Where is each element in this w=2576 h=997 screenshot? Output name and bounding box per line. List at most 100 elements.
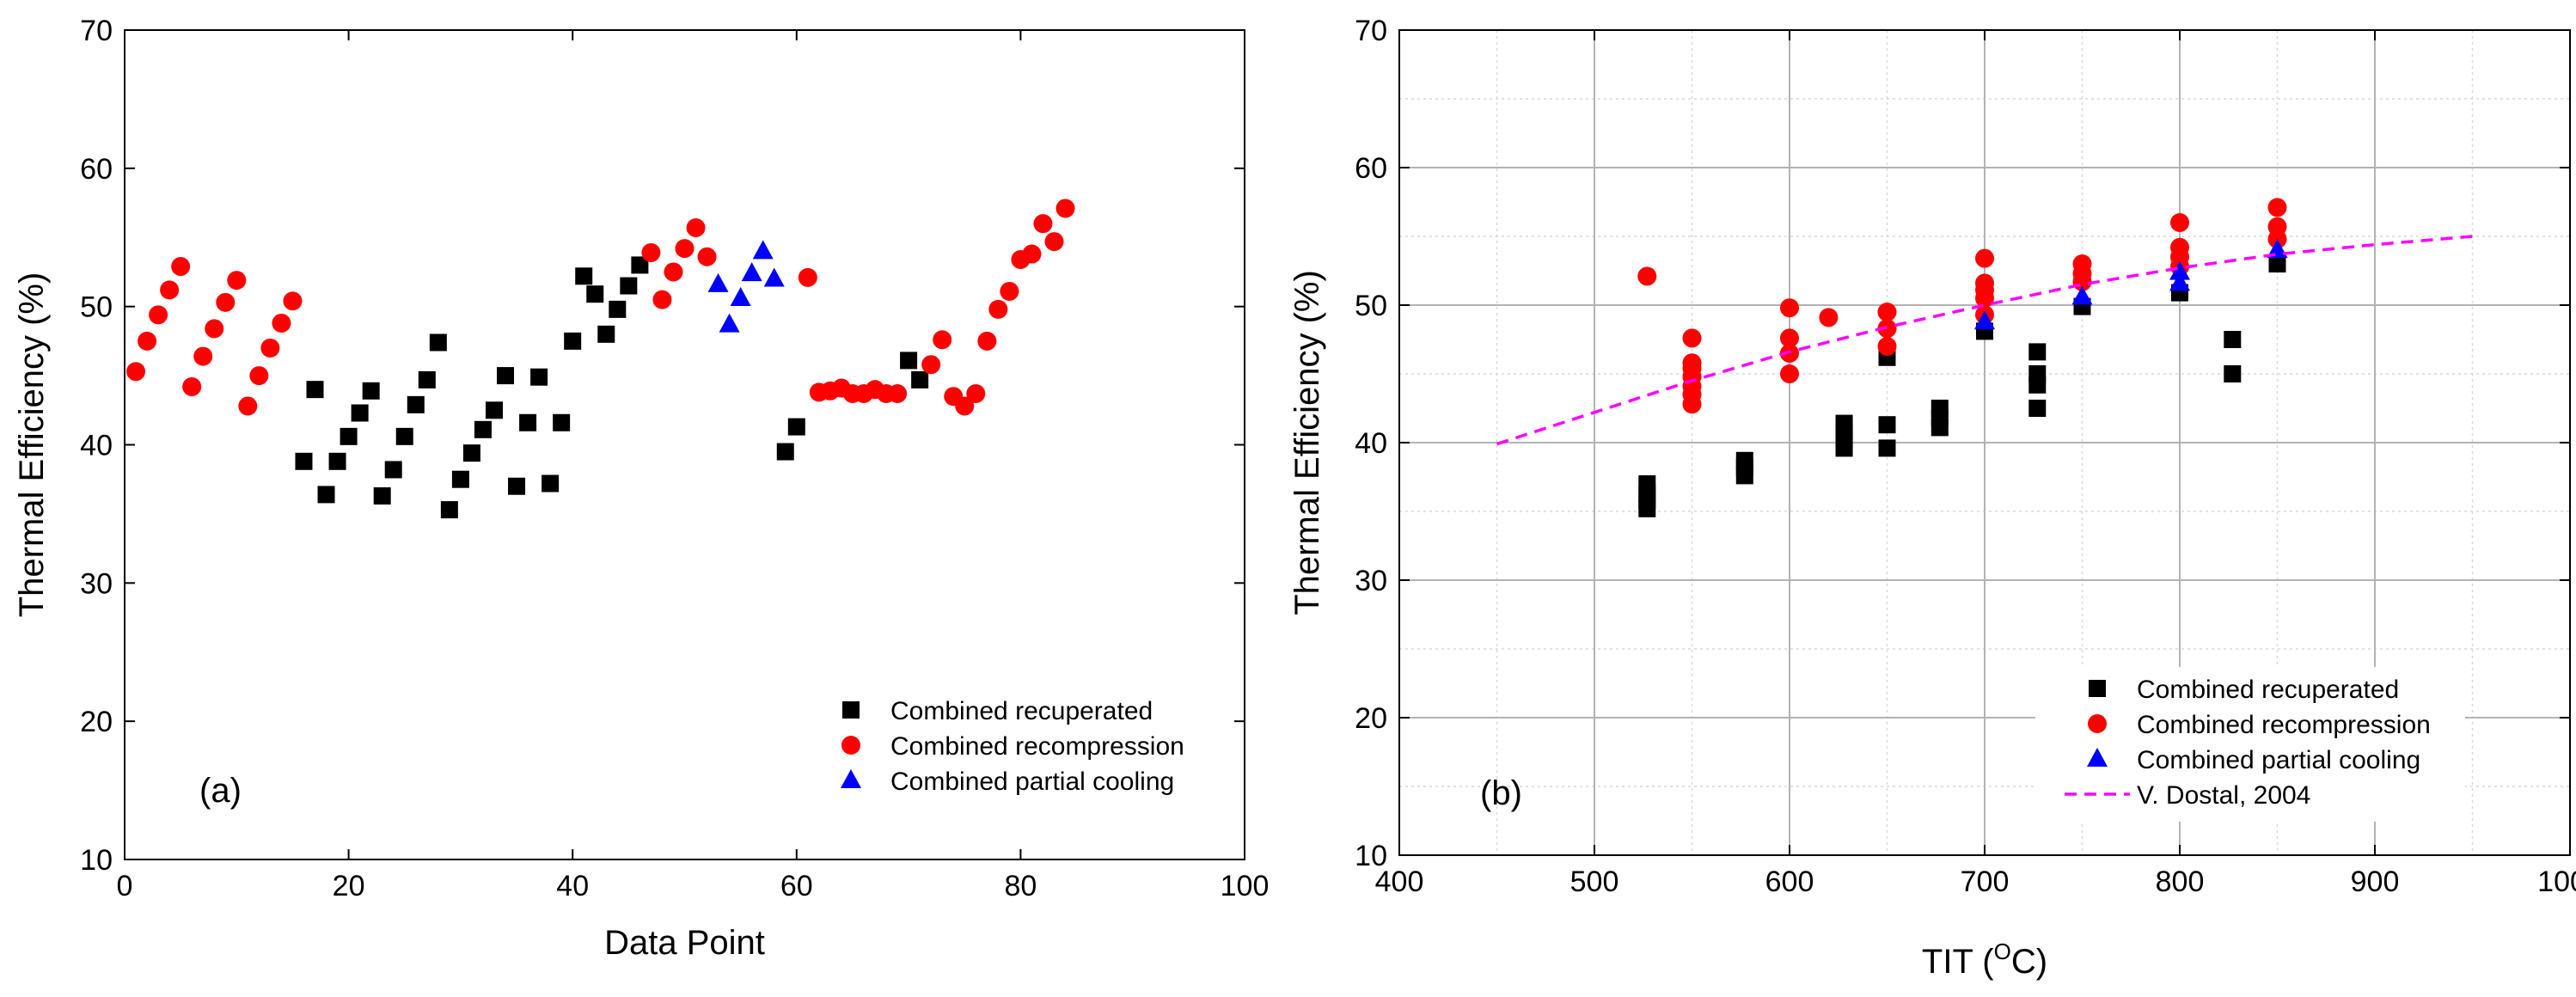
circle-data-point [955, 396, 975, 416]
legend-square-swatch [2089, 680, 2106, 697]
legend-entry-label: Combined recuperated [890, 697, 1153, 725]
square-data-point [351, 404, 369, 422]
square-data-point [395, 427, 413, 445]
panel-a-label: (a) [199, 772, 242, 810]
panel-b-chart: 400 500 600 700 800 900 1000 10 20 30 40 50 60 70 TIT… [1288, 15, 2576, 981]
circle-data-point [1682, 353, 1702, 373]
x-tick-label: 800 [2156, 865, 2205, 898]
triangle-data-point [719, 313, 740, 333]
circle-data-point [652, 290, 672, 309]
circle-data-point [205, 319, 224, 339]
legend-entry-label: Combined partial cooling [890, 768, 1174, 796]
square-data-point [407, 395, 425, 413]
square-data-point [776, 443, 794, 461]
square-data-point [2268, 255, 2286, 272]
circle-data-point [675, 239, 694, 259]
x-tick-label: 600 [1765, 865, 1814, 898]
square-data-point [295, 452, 313, 470]
x-tick-label: 40 [556, 870, 589, 902]
square-data-point [429, 333, 447, 352]
panel-b-series [1496, 198, 2473, 517]
square-data-point [609, 300, 627, 318]
square-data-point [553, 413, 571, 431]
circle-data-point [171, 257, 191, 277]
circle-data-point [272, 313, 291, 333]
circle-data-point [921, 355, 941, 375]
x-tick-label: 80 [1004, 870, 1037, 902]
square-data-point [340, 427, 358, 445]
y-tick-label: 60 [1355, 152, 1387, 185]
circle-data-point [2170, 237, 2189, 257]
square-data-point [1638, 475, 1656, 492]
circle-data-point [238, 396, 258, 416]
y-tick-label: 50 [1355, 290, 1387, 322]
circle-data-point [2072, 254, 2092, 273]
panel-b-legend-background [2035, 667, 2465, 822]
square-data-point [451, 470, 469, 488]
y-tick-label: 50 [80, 291, 113, 324]
square-data-point [497, 367, 515, 385]
y-tick-label: 40 [1355, 427, 1387, 460]
circle-data-point [160, 280, 180, 300]
circle-data-point [260, 338, 280, 358]
panel-a-legend: Combined recuperated Combined recompressi… [841, 697, 1184, 796]
x-tick-label: 0 [117, 870, 133, 902]
circle-data-point [1780, 328, 1799, 348]
circle-data-point [1022, 244, 1042, 264]
circle-data-point [1780, 298, 1799, 318]
y-tick-label: 70 [1355, 15, 1387, 47]
circle-data-point [966, 383, 986, 403]
panel-a-chart: 0 20 40 60 80 100 10 20 30 40 50 60 70 Data Point Th… [13, 15, 1269, 962]
legend-entry-label: Combined recompression [890, 732, 1184, 761]
square-data-point [519, 413, 537, 431]
square-data-point [384, 461, 402, 479]
y-tick-label: 20 [1355, 702, 1387, 735]
square-data-point [575, 267, 593, 285]
x-tick-label: 100 [1221, 870, 1270, 902]
square-data-point [1835, 414, 1853, 432]
square-data-point [317, 486, 335, 504]
square-data-point [306, 381, 324, 399]
y-tick-label: 10 [1355, 840, 1387, 872]
square-data-point [2028, 400, 2047, 417]
y-tick-label: 10 [80, 844, 113, 877]
x-tick-label: 900 [2351, 865, 2400, 898]
dostal-curve-line [1496, 235, 2473, 446]
square-data-point [474, 420, 492, 438]
circle-data-point [193, 346, 213, 366]
circle-data-point [1637, 266, 1657, 286]
panel-a-y-axis-title: Thermal Efficiency (%) [13, 272, 51, 618]
y-tick-label: 30 [1355, 565, 1387, 597]
square-data-point [564, 332, 582, 350]
square-data-point [418, 370, 436, 388]
square-data-point [1878, 439, 1896, 457]
square-data-point [542, 474, 560, 492]
circle-data-point [1780, 364, 1799, 383]
legend-triangle-swatch [841, 769, 861, 788]
circle-data-point [126, 362, 146, 382]
triangle-data-point [2169, 272, 2190, 291]
legend-entry-label: Combined recuperated [2137, 676, 2399, 704]
circle-data-point [1975, 248, 1994, 268]
circle-data-point [888, 383, 908, 403]
circle-data-point [1000, 281, 1019, 301]
circle-data-point [641, 242, 661, 262]
square-data-point [787, 418, 805, 436]
circle-data-point [1819, 308, 1839, 327]
square-data-point [440, 501, 458, 519]
legend-entry-label: V. Dostal, 2004 [2137, 781, 2310, 810]
panel-b-ticks: 400 500 600 700 800 900 1000 10 20 30 40 50 60 70 [1355, 15, 2576, 898]
square-data-point [900, 352, 918, 370]
circle-data-point [1682, 328, 1702, 348]
triangle-data-point [763, 267, 785, 287]
circle-data-point [216, 292, 236, 312]
triangle-data-point [2267, 239, 2288, 258]
square-data-point [1735, 451, 1753, 469]
panel-b-x-axis-title-suffix: C) [2011, 943, 2047, 981]
x-tick-label: 700 [1961, 865, 2010, 898]
square-data-point [1930, 400, 1949, 417]
y-tick-label: 70 [80, 15, 113, 47]
legend-entry-label: Combined partial cooling [2137, 746, 2420, 774]
triangle-data-point [707, 272, 729, 292]
